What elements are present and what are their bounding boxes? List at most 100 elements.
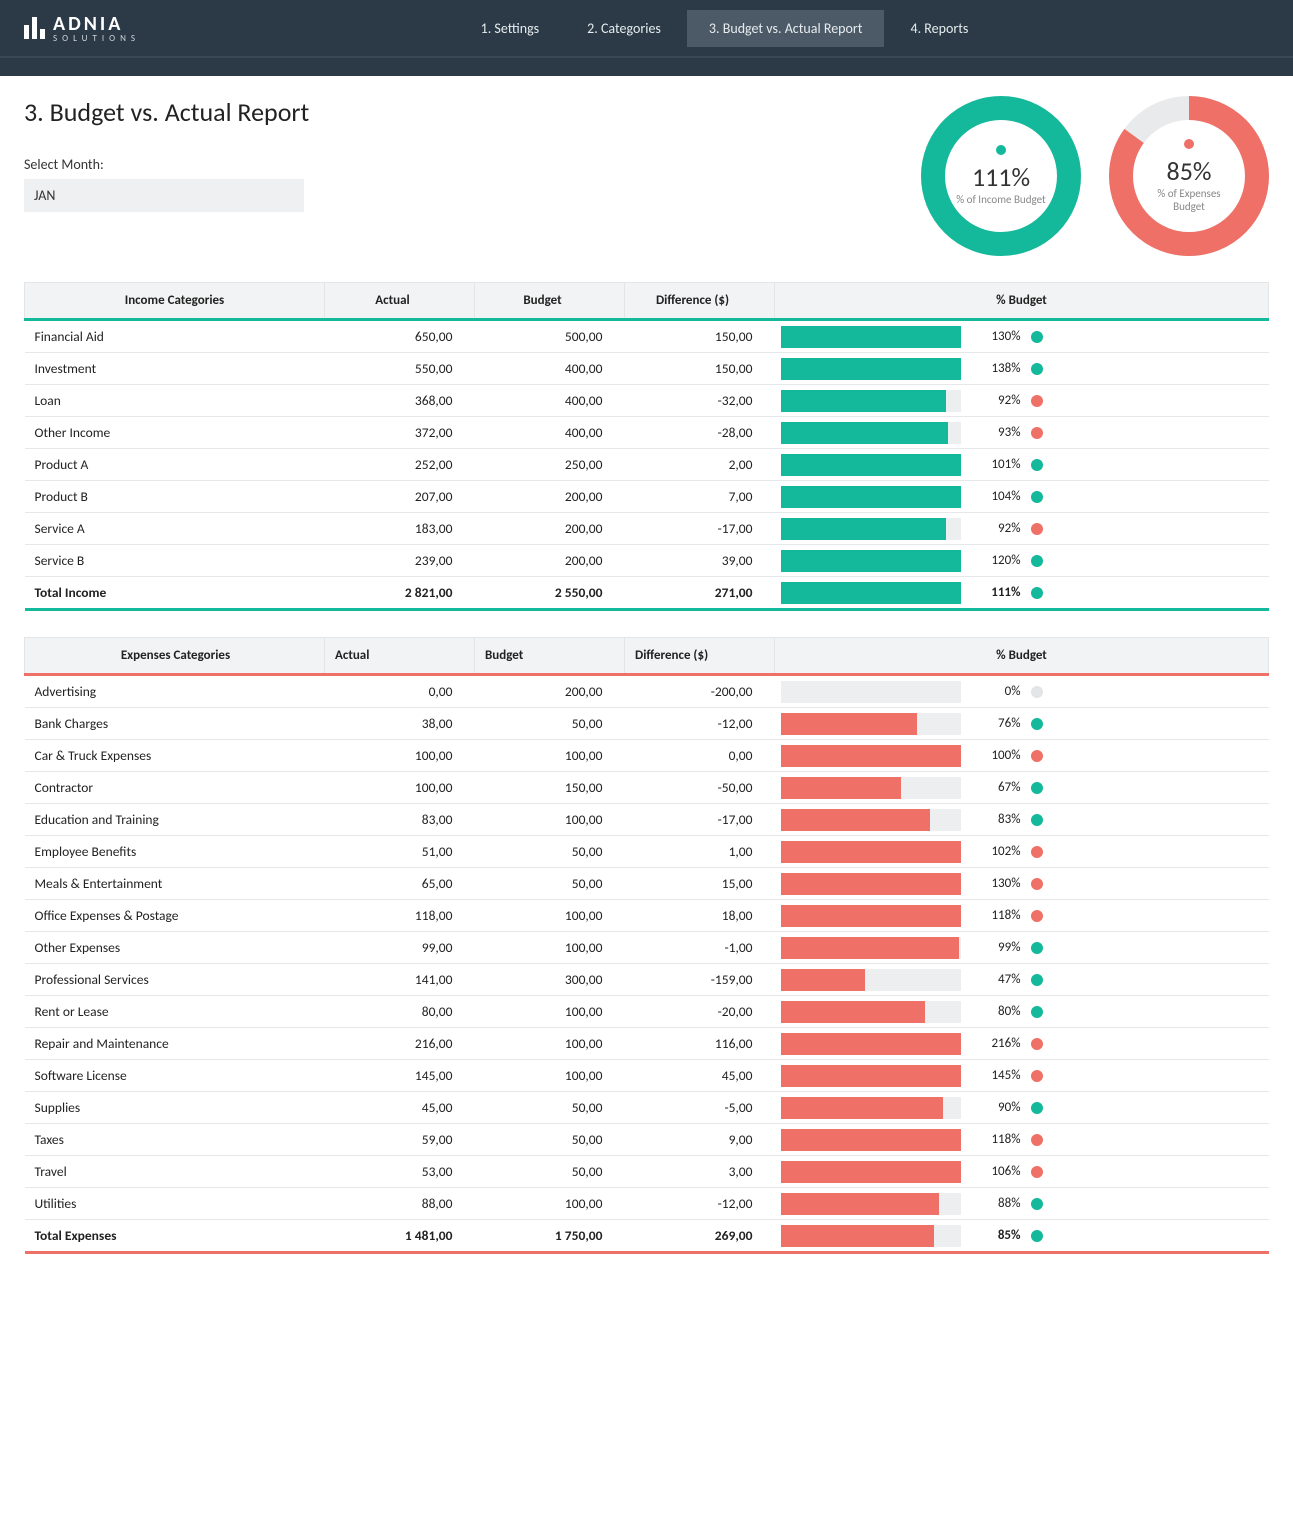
status-dot-icon	[1031, 846, 1043, 858]
cell-actual: 239,00	[325, 545, 475, 577]
cell-actual: 550,00	[325, 353, 475, 385]
table-row: Professional Services 141,00 300,00 -159…	[25, 964, 1269, 996]
cell-diff: 18,00	[625, 900, 775, 932]
logo-bars-icon	[24, 17, 45, 39]
table-row: Total Income 2 821,00 2 550,00 271,00 11…	[25, 577, 1269, 610]
cell-pct: 130%	[775, 868, 1269, 900]
pct-bar	[781, 550, 961, 572]
cell-pct: 80%	[775, 996, 1269, 1028]
nav-tab-2[interactable]: 3. Budget vs. Actual Report	[687, 10, 885, 47]
cell-actual: 51,00	[325, 836, 475, 868]
status-dot-icon	[1031, 1230, 1043, 1242]
cell-category: Total Income	[25, 577, 325, 610]
pct-label: 83%	[971, 812, 1021, 827]
pct-bar	[781, 358, 961, 380]
status-dot-icon	[1031, 491, 1043, 503]
pct-label: 118%	[971, 1132, 1021, 1147]
table-row: Service B 239,00 200,00 39,00 120%	[25, 545, 1269, 577]
select-month-dropdown[interactable]: JAN	[24, 179, 304, 212]
status-dot-icon	[1031, 782, 1043, 794]
pct-label: 92%	[971, 393, 1021, 408]
cell-actual: 38,00	[325, 708, 475, 740]
cell-pct: 92%	[775, 385, 1269, 417]
cell-category: Advertising	[25, 675, 325, 708]
pct-bar	[781, 969, 961, 991]
status-dot-icon	[1031, 686, 1043, 698]
cell-budget: 200,00	[475, 513, 625, 545]
pct-bar	[781, 841, 961, 863]
cell-category: Meals & Entertainment	[25, 868, 325, 900]
status-dot-icon	[1031, 750, 1043, 762]
pct-bar	[781, 809, 961, 831]
cell-pct: 101%	[775, 449, 1269, 481]
cell-diff: 2,00	[625, 449, 775, 481]
status-dot-icon	[1031, 718, 1043, 730]
cell-budget: 200,00	[475, 545, 625, 577]
cell-budget: 200,00	[475, 481, 625, 513]
donut-dot-icon	[996, 145, 1006, 155]
cell-budget: 50,00	[475, 708, 625, 740]
cell-pct: 85%	[775, 1220, 1269, 1253]
pct-bar	[781, 745, 961, 767]
cell-budget: 100,00	[475, 1028, 625, 1060]
table-row: Education and Training 83,00 100,00 -17,…	[25, 804, 1269, 836]
col-header: Difference ($)	[625, 638, 775, 675]
pct-label: 111%	[971, 585, 1021, 600]
pct-bar	[781, 582, 961, 604]
cell-budget: 500,00	[475, 320, 625, 353]
cell-budget: 100,00	[475, 1188, 625, 1220]
cell-diff: 39,00	[625, 545, 775, 577]
cell-diff: 9,00	[625, 1124, 775, 1156]
cell-actual: 99,00	[325, 932, 475, 964]
cell-pct: 111%	[775, 577, 1269, 610]
cell-budget: 400,00	[475, 417, 625, 449]
nav-tab-1[interactable]: 2. Categories	[565, 10, 683, 47]
cell-category: Other Expenses	[25, 932, 325, 964]
table-row: Car & Truck Expenses 100,00 100,00 0,00 …	[25, 740, 1269, 772]
cell-pct: 118%	[775, 900, 1269, 932]
cell-actual: 141,00	[325, 964, 475, 996]
pct-label: 100%	[971, 748, 1021, 763]
col-header: Budget	[475, 638, 625, 675]
cell-category: Employee Benefits	[25, 836, 325, 868]
nav-tab-0[interactable]: 1. Settings	[459, 10, 562, 47]
cell-pct: 130%	[775, 320, 1269, 353]
col-header: Actual	[325, 638, 475, 675]
nav-items: 1. Settings2. Categories3. Budget vs. Ac…	[459, 10, 991, 47]
status-dot-icon	[1031, 814, 1043, 826]
cell-actual: 83,00	[325, 804, 475, 836]
table-row: Taxes 59,00 50,00 9,00 118%	[25, 1124, 1269, 1156]
cell-diff: -12,00	[625, 1188, 775, 1220]
status-dot-icon	[1031, 1070, 1043, 1082]
pct-label: 216%	[971, 1036, 1021, 1051]
cell-budget: 400,00	[475, 353, 625, 385]
cell-diff: -12,00	[625, 708, 775, 740]
cell-actual: 80,00	[325, 996, 475, 1028]
cell-budget: 1 750,00	[475, 1220, 625, 1253]
cell-budget: 200,00	[475, 675, 625, 708]
pct-label: 76%	[971, 716, 1021, 731]
pct-bar	[781, 422, 961, 444]
pct-bar	[781, 1225, 961, 1247]
pct-label: 80%	[971, 1004, 1021, 1019]
table-row: Utilities 88,00 100,00 -12,00 88%	[25, 1188, 1269, 1220]
cell-budget: 100,00	[475, 996, 625, 1028]
table-row: Loan 368,00 400,00 -32,00 92%	[25, 385, 1269, 417]
pct-bar	[781, 1129, 961, 1151]
cell-budget: 100,00	[475, 932, 625, 964]
pct-label: 130%	[971, 876, 1021, 891]
cell-diff: 7,00	[625, 481, 775, 513]
cell-diff: 3,00	[625, 1156, 775, 1188]
status-dot-icon	[1031, 942, 1043, 954]
pct-bar	[781, 326, 961, 348]
pct-bar	[781, 390, 961, 412]
cell-diff: 1,00	[625, 836, 775, 868]
pct-label: 118%	[971, 908, 1021, 923]
cell-category: Service B	[25, 545, 325, 577]
pct-label: 85%	[971, 1228, 1021, 1243]
cell-actual: 252,00	[325, 449, 475, 481]
cell-category: Loan	[25, 385, 325, 417]
pct-bar	[781, 1097, 961, 1119]
nav-tab-3[interactable]: 4. Reports	[888, 10, 990, 47]
page-title: 3. Budget vs. Actual Report	[24, 96, 309, 128]
